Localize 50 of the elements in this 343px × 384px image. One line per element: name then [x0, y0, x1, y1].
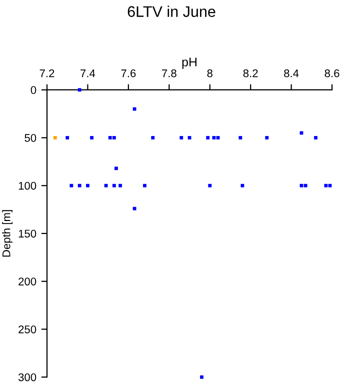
- y-tick-label: 250: [18, 325, 36, 334]
- point: [314, 136, 318, 140]
- point: [78, 184, 82, 188]
- x-tick-label: 7.6: [121, 69, 136, 78]
- point: [118, 184, 122, 188]
- x-tick-label: 7.2: [40, 69, 54, 78]
- y-axis-title: Depth [m]: [2, 210, 12, 257]
- point: [328, 184, 332, 188]
- point: [143, 184, 146, 188]
- point: [240, 184, 244, 188]
- point: [216, 136, 220, 140]
- y-tick-label: 150: [18, 230, 36, 238]
- y-tick-label: 50: [24, 134, 36, 142]
- point: [188, 136, 192, 140]
- point: [324, 184, 328, 188]
- point: [112, 136, 116, 140]
- y-tick-label: 100: [18, 182, 36, 190]
- point: [114, 166, 118, 170]
- point: [300, 131, 304, 135]
- point: [112, 184, 116, 188]
- x-tick-label: 8.4: [284, 69, 299, 78]
- point: [265, 136, 269, 140]
- point: [151, 136, 155, 140]
- point: [200, 375, 204, 379]
- chart-title: 6LTV in June: [128, 6, 216, 17]
- x-tick-label: 8.6: [324, 69, 340, 78]
- point: [70, 184, 74, 188]
- point: [132, 206, 136, 210]
- x-tick-label: 8.2: [243, 69, 258, 78]
- point: [86, 184, 90, 188]
- y-tick-label: 200: [18, 278, 36, 286]
- point: [66, 136, 70, 140]
- point: [206, 136, 210, 140]
- point: [300, 184, 304, 188]
- point: [180, 136, 184, 140]
- x-tick-label: 8: [207, 69, 212, 78]
- point: [104, 184, 108, 188]
- point: [212, 136, 216, 140]
- x-axis-title: pH: [182, 58, 196, 69]
- point: [108, 136, 112, 140]
- y-tick-label: 0: [30, 86, 36, 94]
- point: [208, 184, 212, 188]
- point: [90, 136, 94, 140]
- point: [238, 136, 242, 140]
- x-tick-label: 7.8: [162, 69, 176, 78]
- y-tick-label: 300: [18, 373, 36, 382]
- point: [78, 88, 82, 92]
- point: [304, 184, 308, 188]
- x-tick-label: 7.4: [80, 69, 96, 78]
- point: [53, 136, 57, 140]
